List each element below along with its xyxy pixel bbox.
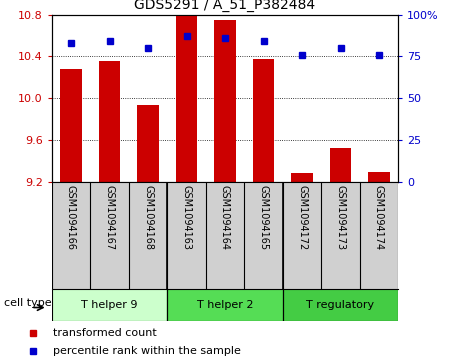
Bar bbox=[360, 182, 398, 289]
Bar bbox=[321, 182, 360, 289]
Bar bbox=[99, 61, 120, 182]
Bar bbox=[52, 289, 167, 321]
Bar bbox=[283, 182, 321, 289]
Bar bbox=[52, 182, 90, 289]
Text: T helper 2: T helper 2 bbox=[197, 300, 253, 310]
Text: GSM1094172: GSM1094172 bbox=[297, 185, 307, 250]
Text: percentile rank within the sample: percentile rank within the sample bbox=[53, 346, 241, 356]
Bar bbox=[129, 182, 167, 289]
Bar bbox=[206, 182, 244, 289]
Bar bbox=[176, 15, 197, 182]
Bar bbox=[244, 182, 283, 289]
Text: GSM1094166: GSM1094166 bbox=[66, 185, 76, 250]
Bar bbox=[369, 172, 390, 182]
Bar bbox=[137, 105, 158, 182]
Text: GSM1094168: GSM1094168 bbox=[143, 185, 153, 250]
Text: transformed count: transformed count bbox=[53, 328, 157, 338]
Text: GSM1094174: GSM1094174 bbox=[374, 185, 384, 250]
Text: GSM1094164: GSM1094164 bbox=[220, 185, 230, 250]
Text: GSM1094167: GSM1094167 bbox=[104, 185, 114, 250]
Text: cell type: cell type bbox=[4, 298, 52, 308]
Bar bbox=[167, 289, 283, 321]
Text: T regulatory: T regulatory bbox=[306, 300, 374, 310]
Bar bbox=[60, 69, 81, 182]
Text: T helper 9: T helper 9 bbox=[81, 300, 138, 310]
Bar bbox=[52, 289, 167, 321]
Bar bbox=[253, 60, 274, 182]
Title: GDS5291 / A_51_P382484: GDS5291 / A_51_P382484 bbox=[135, 0, 315, 12]
Bar bbox=[283, 289, 398, 321]
Bar bbox=[292, 173, 313, 182]
Bar bbox=[90, 182, 129, 289]
Text: GSM1094163: GSM1094163 bbox=[181, 185, 192, 250]
Bar bbox=[214, 20, 236, 182]
Text: GSM1094173: GSM1094173 bbox=[336, 185, 346, 250]
Text: GSM1094165: GSM1094165 bbox=[258, 185, 269, 250]
Bar bbox=[283, 289, 398, 321]
Bar bbox=[167, 289, 283, 321]
Bar bbox=[330, 148, 351, 182]
Bar bbox=[167, 182, 206, 289]
